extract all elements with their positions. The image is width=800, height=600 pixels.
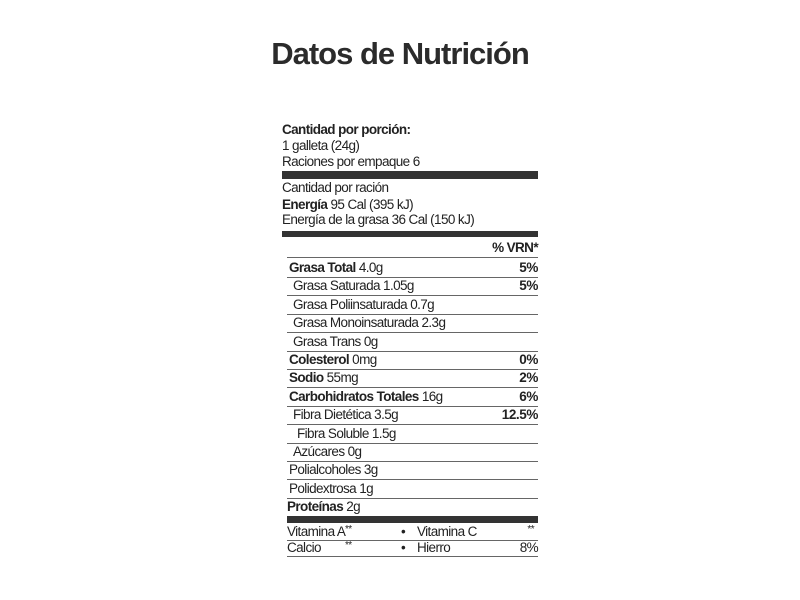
nutrient-name: Grasa Total 4.0g	[289, 260, 383, 275]
vrn-header: % VRN*	[492, 240, 539, 255]
nutrient-name: Proteínas 2g	[287, 499, 361, 515]
nutrient-row: Proteínas 2g	[287, 498, 538, 518]
nutrient-row: Grasa Total 4.0g 5%	[287, 259, 538, 278]
nutrient-amount: 4.0g	[355, 260, 383, 275]
nutrient-percent: 5%	[519, 278, 538, 294]
nutrient-row: Polidextrosa 1g	[287, 480, 538, 499]
nutrient-row: Grasa Saturada 1.05g 5%	[287, 277, 538, 297]
nutrient-amount: Fibra Soluble 1.5g	[297, 425, 396, 441]
energy-label: Energía	[282, 197, 328, 212]
nutrient-row: Fibra Soluble 1.5g	[287, 425, 538, 444]
vitamin-value: **	[527, 524, 534, 535]
divider	[287, 257, 538, 258]
nutrient-label: Grasa Total	[289, 260, 356, 275]
serving-size: 1 galleta (24g)	[282, 138, 360, 153]
fat-energy: Energía de la grasa 36 Cal (150 kJ)	[282, 212, 475, 227]
vitamin-value: 8%	[519, 540, 539, 555]
nutrient-percent: 5%	[519, 260, 538, 275]
divider-thick	[282, 231, 538, 237]
page-title: Datos de Nutrición	[271, 36, 530, 71]
nutrient-percent: 2%	[519, 370, 538, 386]
nutrient-amount: Grasa Trans 0g	[293, 333, 378, 349]
nutrient-amount: 0mg	[349, 352, 377, 367]
nutrient-percent: 12.5%	[501, 407, 539, 423]
bullet: •	[401, 540, 406, 555]
nutrient-row: Carbohidratos Totales 16g 6%	[287, 388, 538, 407]
nutrient-name: Carbohidratos Totales 16g	[289, 389, 443, 404]
nutrient-name: Fibra Dietética 3.5g	[293, 407, 399, 423]
vitamin-row: Vitamina A ** • Vitamina C **	[287, 524, 538, 541]
serving-heading: Cantidad por porción:	[282, 122, 411, 137]
nutrient-amount: Grasa Monoinsaturada 2.3g	[293, 315, 446, 331]
nutrient-label: Carbohidratos Totales	[289, 388, 419, 404]
nutrient-label: Proteínas	[287, 499, 344, 515]
nutrient-name: Sodio 55mg	[289, 370, 359, 386]
bullet: •	[401, 524, 406, 539]
nutrient-name: Grasa Trans 0g	[293, 334, 378, 349]
nutrient-name: Polidextrosa 1g	[289, 480, 374, 496]
energy-heading: Cantidad por ración	[282, 180, 389, 195]
nutrient-row: Grasa Poliinsaturada 0.7g	[287, 296, 538, 315]
servings-per-pack: Raciones por empaque 6	[282, 154, 420, 169]
divider-thick	[287, 516, 538, 523]
nutrient-percent: 6%	[519, 388, 538, 404]
nutrient-row: Grasa Trans 0g	[287, 333, 538, 352]
vitamin-value: **	[345, 524, 352, 535]
nutrient-row: Azúcares 0g	[287, 443, 538, 462]
vitamin-name: Vitamina A	[287, 524, 346, 539]
nutrient-name: Fibra Soluble 1.5g	[297, 426, 396, 441]
nutrient-amount: Grasa Saturada 1.05g	[293, 278, 414, 294]
nutrient-name: Polialcoholes 3g	[289, 462, 378, 477]
nutrient-row: Polialcoholes 3g	[287, 461, 538, 481]
nutrient-row: Fibra Dietética 3.5g 12.5%	[287, 406, 539, 426]
vitamin-name: Vitamina C	[417, 524, 477, 539]
vitamin-name: Hierro	[417, 540, 451, 555]
vitamin-name: Calcio	[287, 540, 322, 555]
nutrient-label: Colesterol	[289, 352, 350, 367]
nutrient-amount: 2g	[343, 499, 361, 515]
nutrient-percent: 0%	[519, 352, 538, 367]
nutrient-amount: Azúcares 0g	[293, 444, 362, 459]
divider-thick	[282, 171, 538, 179]
nutrient-label: Sodio	[289, 370, 324, 386]
nutrient-amount: Polidextrosa 1g	[289, 480, 374, 496]
nutrient-row: Colesterol 0mg 0%	[287, 351, 538, 370]
nutrient-name: Azúcares 0g	[293, 444, 362, 459]
nutrient-amount: 16g	[418, 388, 443, 404]
nutrient-amount: 55mg	[323, 370, 359, 386]
nutrient-amount: Polialcoholes 3g	[289, 462, 378, 478]
nutrient-name: Colesterol 0mg	[289, 352, 377, 367]
nutrient-row: Sodio 55mg 2%	[287, 369, 538, 389]
nutrient-amount: Fibra Dietética 3.5g	[293, 407, 399, 423]
nutrient-amount: Grasa Poliinsaturada 0.7g	[293, 296, 435, 312]
nutrient-row: Grasa Monoinsaturada 2.3g	[287, 314, 538, 334]
energy-line: Energía 95 Cal (395 kJ)	[282, 197, 414, 213]
nutrient-name: Grasa Saturada 1.05g	[293, 278, 414, 293]
vitamin-row: Calcio ** • Hierro 8%	[287, 540, 539, 557]
nutrient-name: Grasa Monoinsaturada 2.3g	[293, 315, 446, 331]
energy-value: 95 Cal (395 kJ)	[327, 197, 414, 212]
vitamin-value: **	[345, 540, 352, 551]
nutrient-name: Grasa Poliinsaturada 0.7g	[293, 296, 435, 312]
